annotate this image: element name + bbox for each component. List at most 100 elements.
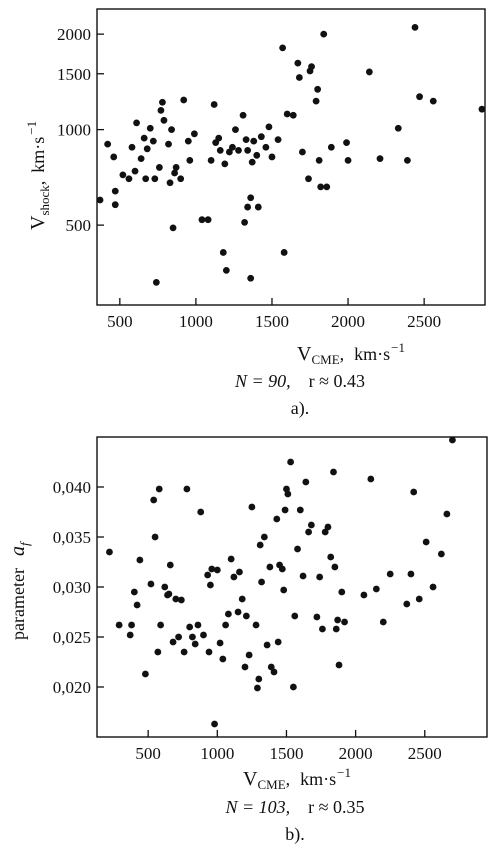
data-point: [335, 661, 343, 669]
data-point: [200, 631, 207, 639]
data-point: [248, 503, 256, 511]
data-point: [280, 586, 288, 594]
y-tick-label: 0,025: [53, 628, 91, 647]
data-point: [250, 137, 258, 145]
data-point: [379, 618, 387, 626]
data-point: [260, 533, 268, 541]
data-point: [332, 625, 340, 633]
y-axis-label-a: Vshock, km·s −1: [24, 121, 52, 230]
data-point: [133, 601, 141, 609]
data-point: [130, 588, 138, 596]
data-point: [320, 30, 328, 38]
data-point: [177, 175, 185, 183]
data-point: [172, 595, 180, 603]
data-point: [110, 153, 118, 161]
data-point: [183, 485, 191, 493]
data-point: [106, 548, 113, 556]
data-point: [244, 146, 252, 154]
data-point: [239, 111, 247, 119]
data-point: [143, 145, 151, 153]
data-point: [386, 570, 394, 578]
y-axis-label-b-prefix: parameter: [8, 568, 28, 640]
plot-frame-a: [96, 8, 486, 306]
data-point: [165, 140, 172, 148]
data-point: [305, 175, 312, 183]
data-point: [265, 123, 273, 131]
data-point: [172, 164, 180, 171]
y-axis-label-b-symbol: a: [7, 546, 29, 556]
data-point: [197, 508, 205, 516]
x-axis-label-b: VCME, km·s−1: [243, 765, 351, 792]
data-point: [415, 595, 423, 603]
data-point: [253, 151, 261, 159]
data-point: [210, 101, 218, 108]
plot-frame-b: [96, 436, 488, 738]
data-point: [313, 613, 321, 621]
y-axis-label-a-main: V: [27, 215, 49, 230]
x-tick-label: 1000: [200, 744, 234, 763]
data-point: [169, 638, 177, 646]
panel-label-b: b).: [285, 824, 305, 845]
data-point: [242, 136, 250, 144]
data-point: [274, 136, 282, 144]
data-point: [429, 97, 437, 105]
y-axis-label-a-comma: ,: [28, 181, 48, 186]
data-point: [221, 160, 229, 168]
data-point: [299, 572, 307, 580]
data-point: [186, 623, 194, 631]
data-point: [278, 565, 286, 573]
data-point: [151, 533, 159, 541]
data-point: [229, 143, 236, 151]
x-axis-label-b-main: V: [243, 768, 258, 790]
x-tick-label: 500: [107, 312, 133, 331]
y-tick-label: 0,035: [53, 528, 91, 547]
data-point: [254, 684, 261, 692]
y-axis-ticks-a: 500 1000 1500 2000: [57, 25, 104, 235]
data-point: [160, 116, 168, 124]
data-point: [273, 515, 281, 523]
data-point: [244, 203, 252, 211]
x-axis-label-b-exp: −1: [337, 765, 351, 780]
y-tick-label: 2000: [57, 25, 91, 44]
data-point: [294, 59, 302, 67]
data-point: [161, 583, 169, 591]
data-point: [96, 196, 104, 204]
data-point: [291, 612, 299, 620]
x-axis-label-a-comma: ,: [340, 344, 345, 364]
data-point: [154, 648, 162, 656]
data-point: [227, 555, 235, 563]
data-point: [180, 96, 188, 104]
data-point: [324, 523, 332, 531]
y-tick-label: 1000: [57, 121, 91, 140]
x-tick-label: 2500: [407, 312, 441, 331]
y-tick-label: 1500: [57, 65, 91, 84]
data-point: [422, 538, 430, 546]
data-point: [234, 608, 242, 616]
data-point: [404, 156, 411, 164]
data-point: [308, 63, 315, 70]
y-axis-label-b-symbol-sub: f: [17, 540, 32, 546]
data-point: [338, 588, 346, 596]
data-point: [207, 156, 215, 164]
data-point: [254, 203, 262, 211]
data-point: [279, 44, 287, 52]
data-point: [207, 581, 214, 589]
x-tick-label: 500: [135, 744, 161, 763]
data-point: [133, 119, 140, 127]
data-point: [267, 663, 275, 671]
x-tick-label: 2500: [408, 744, 442, 763]
y-axis-label-a-sub: shock: [37, 185, 52, 216]
data-point: [327, 143, 335, 151]
panel-a: 500 1000 1500 2000 2500 500 1000 1500 2000 Vsho…: [24, 8, 486, 419]
data-point: [262, 143, 270, 151]
stats-a-r: r ≈ 0.43: [309, 371, 365, 391]
data-point: [449, 436, 456, 444]
data-point: [186, 156, 194, 164]
data-point: [258, 578, 265, 586]
data-point: [128, 143, 136, 151]
stats-b: N = 103, r ≈ 0.35: [224, 797, 364, 817]
data-point: [166, 179, 174, 187]
data-point: [241, 663, 249, 671]
data-point: [151, 175, 159, 183]
data-point: [266, 563, 274, 571]
